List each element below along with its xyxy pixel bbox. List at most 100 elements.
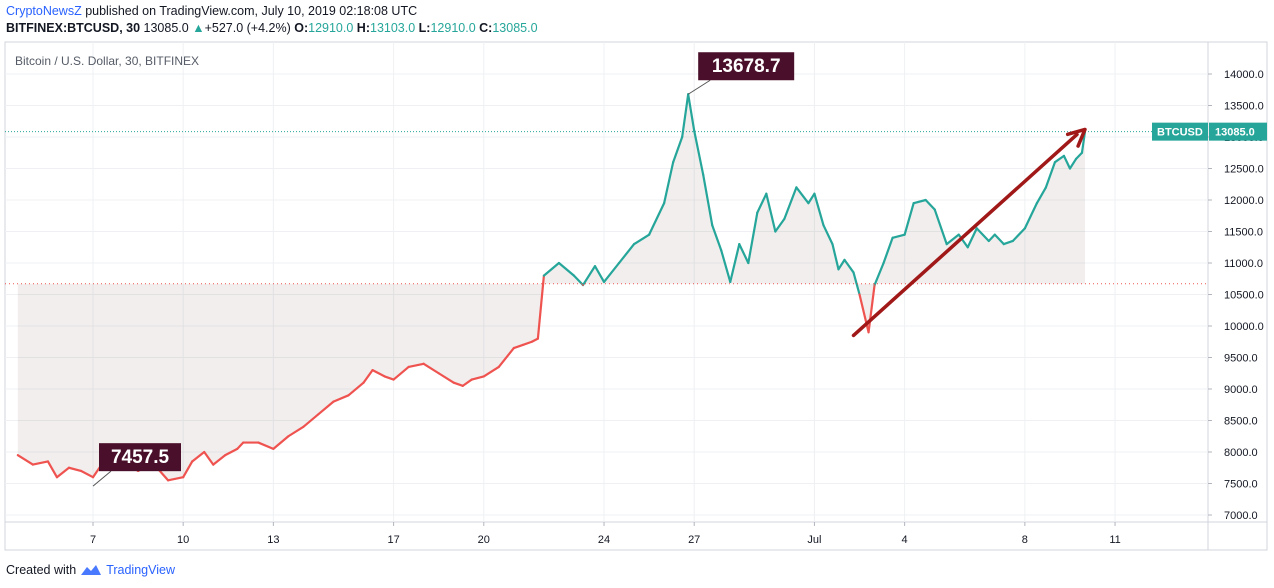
price-point: [362, 381, 365, 384]
price-axis[interactable]: 7000.0 7500.0 8000.0 8500.0 9000.0 9500.0 1000…: [1208, 69, 1264, 522]
price-point: [242, 441, 245, 444]
price-segment: [975, 227, 990, 243]
low-value: 12910.0: [430, 21, 476, 35]
price-point: [482, 375, 485, 378]
price-tag-value: 13085.0: [1215, 127, 1255, 139]
x-tick-label: Jul: [807, 534, 821, 546]
price-point: [224, 454, 227, 457]
price-segment: [362, 369, 374, 384]
price-point: [452, 381, 455, 384]
price-point: [332, 400, 335, 403]
price-point: [407, 366, 410, 368]
price-point: [993, 233, 996, 236]
price-segment: [31, 460, 50, 466]
callout-box: [698, 52, 795, 81]
price-point: [287, 435, 290, 438]
price-point: [633, 243, 635, 246]
price-point: [347, 394, 350, 397]
price-segment: [46, 460, 59, 479]
price-point: [903, 233, 906, 236]
price-segment: [203, 450, 215, 466]
change-value: +527.0 (+4.2%): [204, 21, 291, 35]
price-point: [693, 129, 696, 132]
price-point: [470, 378, 473, 381]
price-point: [1035, 202, 1038, 205]
time-axis[interactable]: 7 10 13 17 20 24 27 Jul 4 8 11: [90, 522, 1121, 546]
price-point: [831, 243, 834, 246]
price-point: [738, 243, 741, 246]
price-point: [512, 347, 515, 349]
price-segment: [912, 198, 927, 205]
reference-lines: [5, 131, 1208, 285]
price-segment: [482, 365, 500, 378]
chart-title: Bitcoin / U.S. Dollar, 30, BITFINEX: [15, 54, 199, 68]
price-segment: [437, 372, 455, 384]
price-point: [618, 262, 620, 264]
price-segment: [55, 466, 71, 479]
price-segment: [422, 362, 440, 375]
tradingview-link[interactable]: TradingView: [106, 563, 175, 577]
price-point: [975, 227, 978, 230]
price-point: [497, 366, 500, 368]
price-segment: [648, 202, 666, 236]
created-with-label: Created with: [6, 563, 77, 577]
price-segment: [993, 233, 1005, 246]
price-segment: [347, 381, 365, 397]
price-point: [257, 441, 260, 444]
publisher-link[interactable]: CryptoNewsZ: [6, 4, 82, 18]
price-segment: [729, 243, 741, 283]
price-segment: [317, 400, 335, 416]
y-tick-label: 10500.0: [1224, 290, 1264, 302]
y-tick-label: 10000.0: [1224, 321, 1264, 333]
price-segment: [521, 340, 533, 346]
tradingview-logo-icon: [81, 565, 102, 575]
x-tick-label: 10: [177, 534, 189, 546]
price-point: [783, 218, 786, 220]
price-segment: [497, 346, 515, 369]
y-tick-label: 14000.0: [1224, 69, 1264, 81]
price-point: [47, 460, 49, 463]
price-segment: [191, 450, 206, 463]
price-point: [1054, 161, 1056, 164]
price-point: [756, 211, 759, 214]
price-segment: [632, 233, 651, 246]
price-segment: [681, 93, 690, 139]
price-point: [843, 258, 846, 261]
price-point: [1075, 158, 1077, 160]
price-point: [795, 186, 798, 189]
price-segment: [891, 233, 906, 239]
price-point: [1081, 151, 1083, 154]
price-segment: [593, 265, 606, 283]
price-point: [56, 476, 58, 479]
y-tick-label: 8000.0: [1224, 447, 1258, 459]
price-point: [437, 372, 440, 375]
price-segment: [1011, 227, 1026, 243]
trend-arrow-line: [851, 132, 1079, 338]
price-point: [891, 236, 894, 239]
price-segment: [79, 469, 95, 479]
open-value: 12910.0: [308, 21, 354, 35]
x-tick-label: 27: [688, 534, 700, 546]
price-point: [92, 476, 94, 479]
price-point: [536, 337, 539, 340]
published-text: published on TradingView.com, July 10, 2…: [81, 4, 418, 18]
price-segment: [1002, 239, 1014, 246]
callout-box: [99, 443, 181, 472]
price-segment: [813, 192, 825, 227]
price-segment: [67, 466, 83, 472]
y-tick-label: 11000.0: [1224, 258, 1263, 270]
price-point: [747, 262, 750, 264]
price-point: [807, 202, 810, 205]
price-point: [873, 284, 876, 286]
above-reference-fill: [17, 94, 1085, 481]
x-tick-label: 4: [902, 534, 908, 546]
x-tick-label: 7: [90, 534, 96, 546]
drawings: BTCUSD 13085.0 13678.7 7457.5: [92, 52, 1267, 487]
price-point: [521, 344, 524, 346]
y-tick-label: 7500.0: [1224, 479, 1258, 491]
price-segment: [536, 274, 546, 340]
close-label: C:: [479, 21, 493, 35]
price-segment: [1035, 186, 1048, 205]
area-fills: [17, 94, 1085, 481]
